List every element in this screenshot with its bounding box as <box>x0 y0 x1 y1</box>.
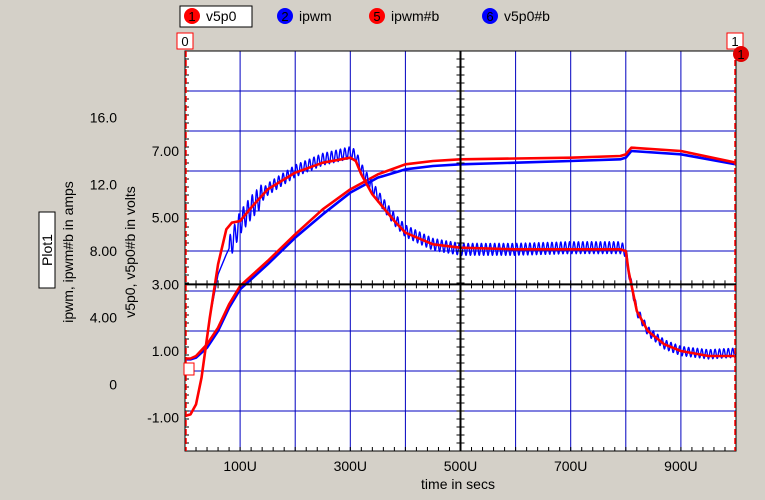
legend-number-icon <box>277 8 293 24</box>
x-tick-label: 500U <box>444 458 477 474</box>
y-volts-tick-label: 5.00 <box>152 210 179 226</box>
series-line-v5p0 <box>184 156 736 418</box>
y-amps-tick-label: 16.0 <box>90 110 117 126</box>
plot-frame <box>184 50 737 452</box>
x-tick-label: 300U <box>334 458 367 474</box>
legend-number: 2 <box>281 9 288 24</box>
cursor-left-box[interactable] <box>176 32 194 50</box>
plot-name-tag[interactable]: Plot1 <box>38 211 56 289</box>
cursor-right-marker-label: 1 <box>737 47 744 62</box>
x-axis-title: time in secs <box>421 476 495 492</box>
legend-item-ipwm[interactable]: 2 ipwm <box>277 8 332 24</box>
y-axis-amps-ticks: 0 4.00 8.00 12.0 16.0 <box>90 110 117 393</box>
y-volts-tick-label: 1.00 <box>152 343 179 359</box>
x-tick-label: 900U <box>664 458 697 474</box>
legend-label: v5p0#b <box>504 8 550 24</box>
cursor-left-label: 0 <box>181 34 188 49</box>
legend-number-icon <box>482 8 498 24</box>
series-line-ipwm <box>185 149 737 361</box>
y-axis-volts-ticks: -1.00 1.00 3.00 5.00 7.00 <box>147 143 179 426</box>
y-axis-amps-title: ipwm, ipwm#b in amps <box>60 181 76 323</box>
y-volts-tick-label: 7.00 <box>152 143 179 159</box>
cursor-right-label: 1 <box>731 34 738 49</box>
y-amps-tick-label: 4.00 <box>90 310 117 326</box>
x-tick-label: 700U <box>554 458 587 474</box>
legend-label: v5p0 <box>206 8 237 24</box>
legend-label: ipwm <box>299 8 332 24</box>
y-amps-tick-label: 8.00 <box>90 243 117 259</box>
legend-item-ipwm-b[interactable]: 5 ipwm#b <box>369 8 439 24</box>
legend-item-v5p0[interactable]: 1 v5p0 <box>179 5 253 28</box>
legend-number-icon <box>369 8 385 24</box>
legend: 1 v5p0 2 ipwm 5 ipwm#b 6 v5p0#b <box>179 5 550 28</box>
y-amps-tick-label: 12.0 <box>90 176 117 192</box>
y-volts-tick-label: 3.00 <box>152 276 179 292</box>
cursor-right-marker-icon[interactable] <box>733 46 749 62</box>
cursor-left-handle[interactable] <box>183 362 195 376</box>
plot-name-label: Plot1 <box>39 234 55 266</box>
legend-number: 5 <box>373 9 380 24</box>
x-axis-ticks: 100U 300U 500U 700U 900U <box>223 458 697 474</box>
legend-label: ipwm#b <box>391 8 439 24</box>
legend-number: 6 <box>486 9 493 24</box>
legend-number-icon <box>184 8 200 24</box>
y-axis-volts-title: v5p0, v5p0#b in volts <box>122 186 138 318</box>
legend-item-v5p0-b[interactable]: 6 v5p0#b <box>482 8 550 24</box>
y-amps-tick-label: 0 <box>109 376 117 392</box>
legend-number: 1 <box>188 9 195 24</box>
x-tick-label: 100U <box>223 458 256 474</box>
y-volts-tick-label: -1.00 <box>147 410 179 426</box>
